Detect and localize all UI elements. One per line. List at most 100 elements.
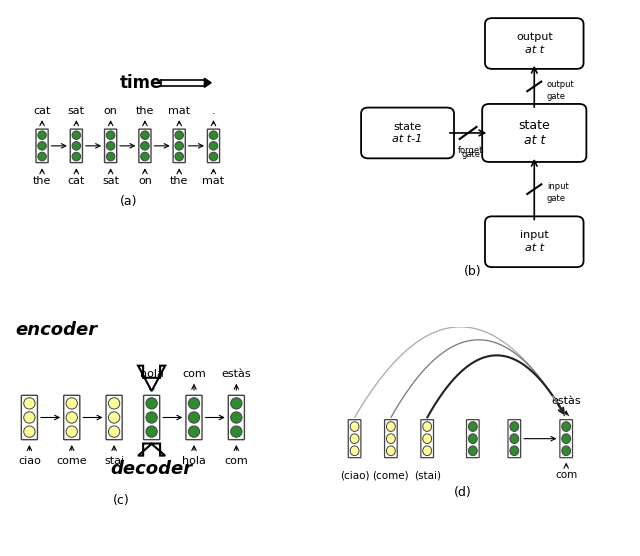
Text: sat: sat — [102, 176, 119, 186]
Ellipse shape — [72, 131, 81, 140]
Ellipse shape — [24, 398, 35, 409]
Ellipse shape — [350, 446, 359, 455]
Text: at t: at t — [525, 45, 544, 55]
Ellipse shape — [38, 152, 46, 161]
Ellipse shape — [423, 421, 431, 431]
Ellipse shape — [38, 131, 46, 140]
FancyBboxPatch shape — [186, 395, 202, 440]
FancyBboxPatch shape — [36, 129, 48, 162]
Ellipse shape — [175, 152, 184, 161]
FancyBboxPatch shape — [106, 395, 122, 440]
FancyBboxPatch shape — [139, 129, 151, 162]
Ellipse shape — [350, 421, 359, 431]
Ellipse shape — [387, 434, 396, 444]
Text: hola: hola — [140, 369, 164, 379]
FancyBboxPatch shape — [21, 395, 38, 440]
Polygon shape — [138, 444, 165, 455]
Ellipse shape — [562, 446, 571, 455]
FancyBboxPatch shape — [361, 107, 454, 158]
Text: at t: at t — [525, 243, 544, 253]
Ellipse shape — [209, 142, 218, 150]
Ellipse shape — [72, 152, 81, 161]
Text: com: com — [225, 456, 248, 466]
Ellipse shape — [468, 434, 477, 444]
Text: the: the — [136, 106, 154, 116]
Text: forget: forget — [458, 146, 484, 155]
Ellipse shape — [468, 421, 477, 431]
Ellipse shape — [106, 131, 115, 140]
Text: estàs: estàs — [221, 369, 251, 379]
Text: at t: at t — [524, 134, 545, 147]
Ellipse shape — [141, 152, 149, 161]
Text: mat: mat — [202, 176, 225, 186]
Text: decoder: decoder — [111, 460, 193, 478]
Text: (d): (d) — [454, 485, 471, 499]
Text: mat: mat — [168, 106, 190, 116]
FancyBboxPatch shape — [421, 420, 433, 458]
Text: (stai): (stai) — [413, 470, 441, 480]
Text: gate: gate — [547, 195, 566, 203]
FancyBboxPatch shape — [485, 216, 584, 267]
Text: input: input — [547, 182, 569, 191]
Ellipse shape — [423, 446, 431, 455]
FancyBboxPatch shape — [228, 395, 244, 440]
Text: com: com — [555, 470, 577, 480]
Polygon shape — [204, 78, 211, 87]
Text: on: on — [104, 106, 118, 116]
Ellipse shape — [209, 131, 218, 140]
Ellipse shape — [106, 142, 115, 150]
Ellipse shape — [350, 434, 359, 444]
Text: come: come — [56, 456, 87, 466]
Text: estàs: estàs — [552, 396, 581, 406]
Text: time: time — [120, 74, 162, 92]
FancyBboxPatch shape — [104, 129, 116, 162]
Ellipse shape — [230, 398, 242, 409]
FancyBboxPatch shape — [560, 420, 573, 458]
Text: (b): (b) — [463, 265, 481, 279]
Text: output: output — [547, 80, 575, 88]
Ellipse shape — [510, 434, 519, 444]
FancyBboxPatch shape — [348, 420, 361, 458]
FancyBboxPatch shape — [143, 395, 160, 440]
Ellipse shape — [188, 426, 200, 437]
FancyBboxPatch shape — [482, 104, 586, 162]
Ellipse shape — [175, 142, 184, 150]
Text: the: the — [170, 176, 188, 186]
Text: com: com — [182, 369, 206, 379]
Ellipse shape — [387, 421, 396, 431]
Text: output: output — [516, 32, 553, 42]
FancyBboxPatch shape — [385, 420, 397, 458]
Text: (a): (a) — [120, 195, 138, 208]
Text: state: state — [518, 119, 550, 132]
Text: the: the — [33, 176, 51, 186]
Ellipse shape — [108, 398, 120, 409]
Text: sat: sat — [68, 106, 85, 116]
FancyBboxPatch shape — [173, 129, 186, 162]
Ellipse shape — [141, 142, 149, 150]
Text: encoder: encoder — [15, 321, 98, 339]
Ellipse shape — [423, 434, 431, 444]
Ellipse shape — [146, 398, 157, 409]
Ellipse shape — [24, 426, 35, 437]
Text: on: on — [138, 176, 152, 186]
Ellipse shape — [209, 152, 218, 161]
Ellipse shape — [146, 412, 157, 423]
Text: (c): (c) — [113, 494, 130, 507]
Ellipse shape — [562, 434, 571, 444]
Text: cat: cat — [33, 106, 51, 116]
Text: .: . — [212, 106, 215, 116]
Ellipse shape — [66, 398, 77, 409]
Ellipse shape — [510, 446, 519, 455]
Ellipse shape — [387, 446, 396, 455]
Ellipse shape — [510, 421, 519, 431]
Text: ciao: ciao — [18, 456, 41, 466]
Text: hola: hola — [182, 456, 206, 466]
Ellipse shape — [146, 426, 157, 437]
Ellipse shape — [562, 421, 571, 431]
Text: (come): (come) — [372, 470, 409, 480]
FancyBboxPatch shape — [70, 129, 83, 162]
FancyBboxPatch shape — [485, 18, 584, 69]
Ellipse shape — [38, 142, 46, 150]
FancyBboxPatch shape — [64, 395, 80, 440]
FancyBboxPatch shape — [467, 420, 479, 458]
